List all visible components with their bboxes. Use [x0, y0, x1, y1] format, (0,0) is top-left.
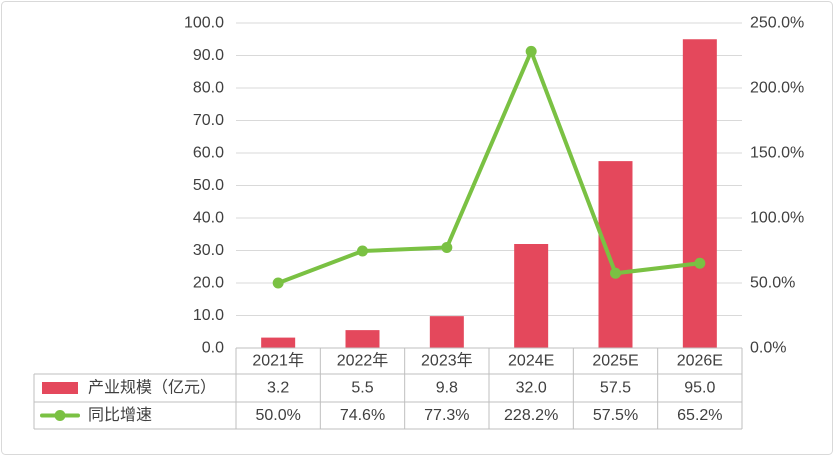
y-left-tick-label: 70.0	[193, 112, 224, 129]
y-right-tick-label: 250.0%	[750, 15, 804, 32]
y-left-tick-label: 100.0	[184, 15, 224, 32]
growth-marker	[610, 267, 621, 279]
growth-value-label: 50.0%	[255, 407, 300, 424]
growth-value-label: 77.3%	[424, 407, 469, 424]
y-left-tick-label: 80.0	[193, 80, 224, 97]
growth-value-label: 74.6%	[340, 407, 385, 424]
size-bar	[682, 39, 717, 348]
size-bar	[598, 161, 633, 348]
size-value-label: 5.5	[351, 380, 373, 397]
y-right-tick-label: 200.0%	[750, 80, 804, 97]
size-value-label: 95.0	[684, 380, 715, 397]
growth-series	[272, 45, 706, 289]
y-left-tick-label: 0.0	[202, 340, 224, 357]
size-value-label: 32.0	[516, 380, 547, 397]
y-left-tick-label: 60.0	[193, 145, 224, 162]
size-value-label: 57.5	[600, 380, 631, 397]
growth-marker	[272, 277, 284, 289]
growth-marker	[525, 45, 537, 57]
size-legend-swatch	[42, 382, 78, 394]
growth-marker	[357, 245, 368, 257]
size-bar	[429, 316, 464, 348]
growth-legend-marker	[54, 410, 66, 421]
growth-marker	[441, 242, 453, 254]
size-value-label: 3.2	[267, 380, 289, 397]
x-category-label: 2022年	[337, 352, 389, 370]
data-table: 2021年 2022年 2023年 2024E 2025E 2026E 3.2 5.5 9.8 3…	[33, 347, 743, 430]
y-left-tick-label: 30.0	[193, 242, 224, 259]
axis-labels: 0.0 10.0 20.0 30.0 40.0 50.0 60.0 70.0 80.0 90.0 1…	[184, 15, 804, 357]
x-category-label: 2024E	[508, 353, 554, 370]
x-category-label: 2023年	[421, 352, 473, 370]
growth-value-label: 65.2%	[677, 407, 722, 424]
y-left-tick-label: 40.0	[193, 210, 224, 227]
x-category-label: 2021年	[252, 352, 304, 370]
y-right-tick-label: 0.0%	[750, 340, 786, 357]
y-right-tick-label: 100.0%	[750, 210, 804, 227]
growth-value-label: 57.5%	[593, 407, 638, 424]
y-left-tick-label: 90.0	[193, 47, 224, 64]
y-left-tick-label: 10.0	[193, 307, 224, 324]
growth-line	[276, 49, 702, 285]
growth-marker	[694, 257, 706, 269]
y-left-tick-label: 50.0	[193, 177, 224, 194]
size-legend-label: 产业规模（亿元）	[88, 379, 216, 397]
growth-value-label: 228.2%	[504, 407, 558, 424]
x-category-label: 2025E	[592, 353, 638, 370]
y-right-tick-label: 150.0%	[750, 145, 804, 162]
size-bars	[261, 39, 717, 348]
size-value-label: 9.8	[436, 380, 458, 397]
size-bar	[514, 244, 549, 348]
x-category-label: 2026E	[677, 353, 723, 370]
y-left-tick-label: 20.0	[193, 275, 224, 292]
size-bar	[261, 337, 296, 348]
growth-legend-label: 同比增速	[88, 406, 152, 424]
y-right-tick-label: 50.0%	[750, 275, 795, 292]
size-bar	[345, 330, 380, 348]
